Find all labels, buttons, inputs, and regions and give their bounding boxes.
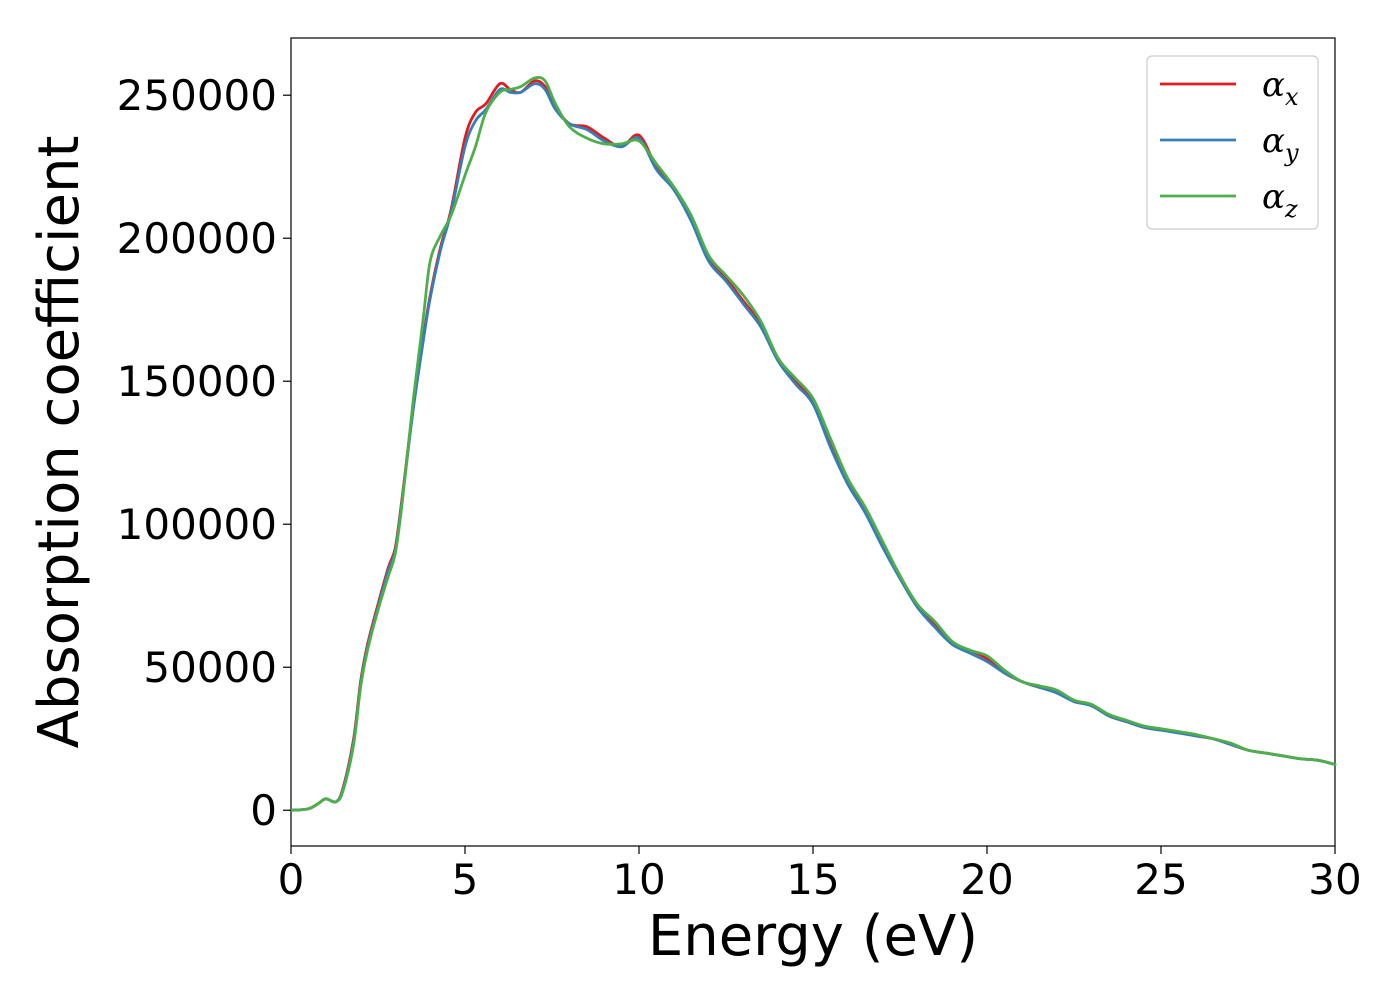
legend-label-z: αz	[1262, 177, 1298, 223]
x-tick-label: 5	[452, 855, 479, 904]
y-tick-label: 100000	[117, 500, 277, 549]
y-tick-label: 150000	[117, 357, 277, 406]
legend: αx αy αz	[1146, 55, 1319, 230]
y-axis-label: Absorption coefficient	[27, 136, 92, 749]
x-tick-label: 30	[1308, 855, 1361, 904]
legend-label-x: αx	[1262, 65, 1299, 111]
x-tick-label: 20	[960, 855, 1013, 904]
series-line-z	[289, 75, 1337, 812]
y-tick-label: 200000	[117, 214, 277, 263]
y-tick-label: 50000	[143, 643, 277, 692]
x-axis-label: Energy (eV)	[648, 904, 978, 969]
y-tick-label: 250000	[117, 71, 277, 120]
x-tick-label: 0	[278, 855, 305, 904]
y-axis-ticks: 0 50000 100000 150000 200000 250000	[117, 71, 291, 835]
x-tick-label: 10	[612, 855, 665, 904]
legend-label-y: αy	[1262, 121, 1299, 167]
series-layer	[289, 75, 1337, 812]
x-axis-ticks: 0 5 10 15 20 25 30	[278, 846, 1362, 904]
legend-entries: αx αy αz	[1160, 65, 1299, 223]
y-tick-label: 0	[250, 786, 277, 835]
x-tick-label: 25	[1134, 855, 1187, 904]
x-tick-label: 15	[786, 855, 839, 904]
legend-box	[1146, 55, 1319, 230]
